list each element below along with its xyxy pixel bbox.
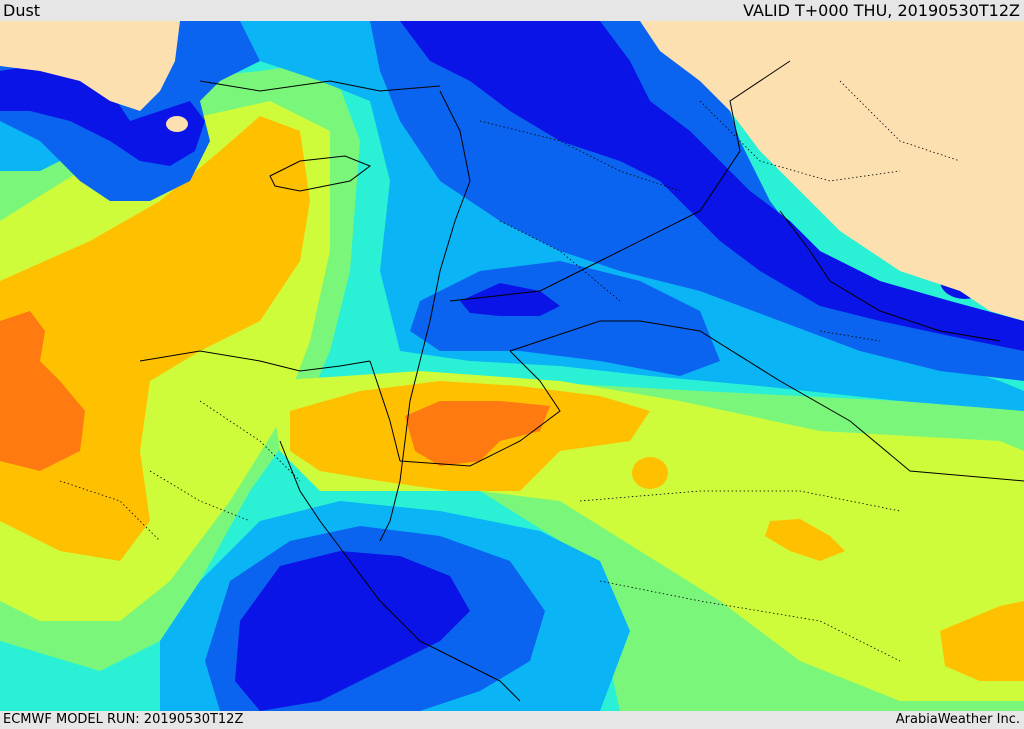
orange-zone-east <box>940 601 1024 681</box>
model-run: ECMWF MODEL RUN: 20190530T12Z <box>3 712 244 727</box>
land-northeast <box>640 21 1024 321</box>
darkorange-zone-west <box>0 311 85 471</box>
darkblue-zone-northwest <box>0 61 205 166</box>
darkorange-zone-central <box>405 401 550 466</box>
credit: ArabiaWeather Inc. <box>895 712 1020 727</box>
coastline-turkey <box>199 80 441 92</box>
darkblue-zone-north <box>400 21 1024 351</box>
dust-map-canvas <box>0 21 1024 711</box>
land-northwest <box>0 21 180 111</box>
footer-bar: ECMWF MODEL RUN: 20190530T12Z ArabiaWeat… <box>0 711 1024 729</box>
orange-streak-east <box>765 519 845 561</box>
border-saudi <box>369 360 401 462</box>
coastline-cyprus <box>269 155 372 192</box>
map-title: Dust <box>3 1 41 20</box>
land-island <box>166 116 188 132</box>
orange-spot-east <box>632 457 668 489</box>
coastline-levant <box>379 90 471 542</box>
borders <box>139 60 1024 702</box>
border-syria <box>449 60 791 302</box>
coastline-egypt <box>139 350 371 372</box>
internal-borders <box>59 80 961 662</box>
coastline-redsea <box>279 440 521 702</box>
dust-map <box>0 21 1024 711</box>
coastline-gulf <box>779 210 1001 342</box>
border-iraq <box>509 320 1024 482</box>
darkblue-zone-south <box>235 551 470 711</box>
header-bar: Dust VALID T+000 THU, 20190530T12Z <box>0 0 1024 21</box>
border-jordan <box>399 350 561 467</box>
valid-time: VALID T+000 THU, 20190530T12Z <box>743 1 1020 20</box>
